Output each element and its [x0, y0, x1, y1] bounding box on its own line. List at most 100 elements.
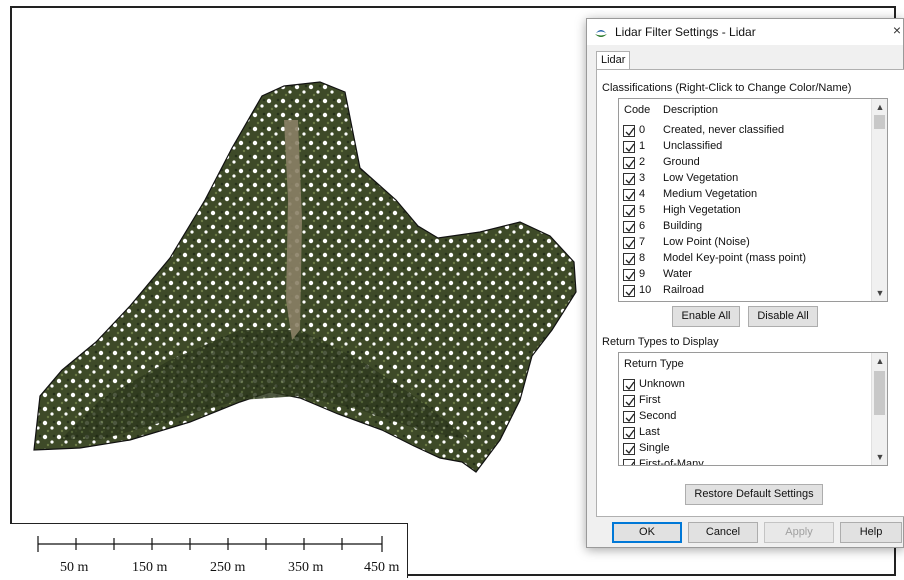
class-row[interactable]: 1 Unclassified: [619, 139, 887, 155]
dialog-title: Lidar Filter Settings - Lidar: [615, 25, 756, 39]
return-type-label: First: [639, 394, 661, 406]
scroll-down-icon[interactable]: ▼: [875, 288, 885, 298]
class-checkbox[interactable]: [623, 189, 635, 201]
tab-panel: Classifications (Right-Click to Change C…: [596, 69, 904, 517]
scale-label-450: 450 m: [364, 560, 400, 575]
class-row[interactable]: 6 Building: [619, 219, 887, 235]
return-types-label: Return Types to Display: [602, 336, 719, 348]
return-type-row[interactable]: Single: [619, 441, 887, 457]
class-checkbox[interactable]: [623, 173, 635, 185]
class-description: Medium Vegetation: [663, 188, 758, 200]
return-type-checkbox[interactable]: [623, 411, 635, 423]
disable-all-button[interactable]: Disable All: [748, 306, 818, 327]
class-row[interactable]: 4 Medium Vegetation: [619, 187, 887, 203]
class-row[interactable]: 9 Water: [619, 267, 887, 283]
tab-lidar[interactable]: Lidar: [596, 51, 630, 69]
class-code: 0: [639, 124, 646, 136]
scale-bar: 50 m 150 m 250 m 350 m 450 m: [10, 523, 408, 578]
class-row[interactable]: 8 Model Key-point (mass point): [619, 251, 887, 267]
ok-button[interactable]: OK: [612, 522, 682, 543]
class-checkbox[interactable]: [623, 237, 635, 249]
return-type-label: Second: [639, 410, 677, 422]
class-description: High Vegetation: [663, 204, 741, 216]
return-type-checkbox[interactable]: [623, 395, 635, 407]
class-description: Water: [663, 268, 692, 280]
scale-bar-ticks: [37, 536, 383, 552]
col-description[interactable]: Description: [663, 104, 719, 116]
class-row[interactable]: 7 Low Point (Noise): [619, 235, 887, 251]
class-code: 6: [639, 220, 646, 232]
class-code: 10: [639, 284, 652, 296]
class-description: Unclassified: [663, 140, 723, 152]
col-code[interactable]: Code: [624, 104, 651, 116]
class-row[interactable]: 2 Ground: [619, 155, 887, 171]
class-checkbox[interactable]: [623, 205, 635, 217]
return-type-row[interactable]: First: [619, 393, 887, 409]
cancel-button[interactable]: Cancel: [688, 522, 758, 543]
class-description: Ground: [663, 156, 700, 168]
class-code: 1: [639, 140, 646, 152]
class-checkbox[interactable]: [623, 253, 635, 265]
class-code: 2: [639, 156, 646, 168]
app-icon: [595, 30, 607, 37]
help-button[interactable]: Help: [840, 522, 902, 543]
restore-defaults-button[interactable]: Restore Default Settings: [685, 484, 823, 505]
return-type-row[interactable]: Second: [619, 409, 887, 425]
classifications-scrollbar[interactable]: ▲ ▼: [871, 99, 887, 301]
dialog-titlebar[interactable]: Lidar Filter Settings - Lidar ×: [587, 19, 903, 45]
class-code: 3: [639, 172, 646, 184]
return-type-checkbox[interactable]: [623, 379, 635, 391]
enable-all-button[interactable]: Enable All: [672, 306, 740, 327]
return-type-row[interactable]: First-of-Many: [619, 457, 887, 465]
col-return-type[interactable]: Return Type: [624, 358, 684, 370]
return-types-header: Return Type: [619, 353, 887, 375]
return-type-checkbox[interactable]: [623, 443, 635, 455]
return-type-checkbox[interactable]: [623, 459, 635, 465]
return-type-row[interactable]: Last: [619, 425, 887, 441]
return-type-checkbox[interactable]: [623, 427, 635, 439]
class-checkbox[interactable]: [623, 269, 635, 281]
scale-label-50: 50 m: [60, 560, 89, 575]
class-description: Model Key-point (mass point): [663, 252, 807, 264]
class-checkbox[interactable]: [623, 141, 635, 153]
scroll-up-icon[interactable]: ▲: [875, 102, 885, 112]
class-code: 8: [639, 252, 646, 264]
scroll-thumb[interactable]: [874, 371, 885, 415]
return-type-row[interactable]: Unknown: [619, 377, 887, 393]
class-row[interactable]: 10 Railroad: [619, 283, 887, 299]
class-description: Created, never classified: [663, 124, 785, 136]
class-checkbox[interactable]: [623, 125, 635, 137]
class-code: 5: [639, 204, 646, 216]
scale-label-150: 150 m: [132, 560, 168, 575]
class-description: Building: [663, 220, 703, 232]
return-type-label: Unknown: [639, 378, 685, 390]
class-description: Low Vegetation: [663, 172, 739, 184]
class-checkbox[interactable]: [623, 285, 635, 297]
classifications-list[interactable]: Code Description 0 Created, never classi…: [618, 98, 888, 302]
class-description: Low Point (Noise): [663, 236, 750, 248]
class-code: 4: [639, 188, 646, 200]
landslide-scar: [284, 120, 302, 340]
class-row[interactable]: 0 Created, never classified: [619, 123, 887, 139]
class-checkbox[interactable]: [623, 221, 635, 233]
return-type-label: Last: [639, 426, 660, 438]
class-checkbox[interactable]: [623, 157, 635, 169]
scroll-up-icon[interactable]: ▲: [875, 356, 885, 366]
return-type-label: Single: [639, 442, 670, 454]
scroll-thumb[interactable]: [874, 115, 885, 129]
class-row[interactable]: 5 High Vegetation: [619, 203, 887, 219]
lidar-filter-dialog: Lidar Filter Settings - Lidar × Lidar Cl…: [586, 18, 904, 548]
class-code: 9: [639, 268, 646, 280]
return-types-list[interactable]: Return Type Unknown First Second Last Si…: [618, 352, 888, 466]
scroll-down-icon[interactable]: ▼: [875, 452, 885, 462]
return-types-scrollbar[interactable]: ▲ ▼: [871, 353, 887, 465]
class-description: Railroad: [663, 284, 704, 296]
class-code: 7: [639, 236, 646, 248]
class-row[interactable]: 3 Low Vegetation: [619, 171, 887, 187]
apply-button[interactable]: Apply: [764, 522, 834, 543]
classifications-label: Classifications (Right-Click to Change C…: [602, 82, 852, 94]
close-icon[interactable]: ×: [892, 22, 901, 38]
classifications-header: Code Description: [619, 99, 887, 121]
scale-label-250: 250 m: [210, 560, 246, 575]
